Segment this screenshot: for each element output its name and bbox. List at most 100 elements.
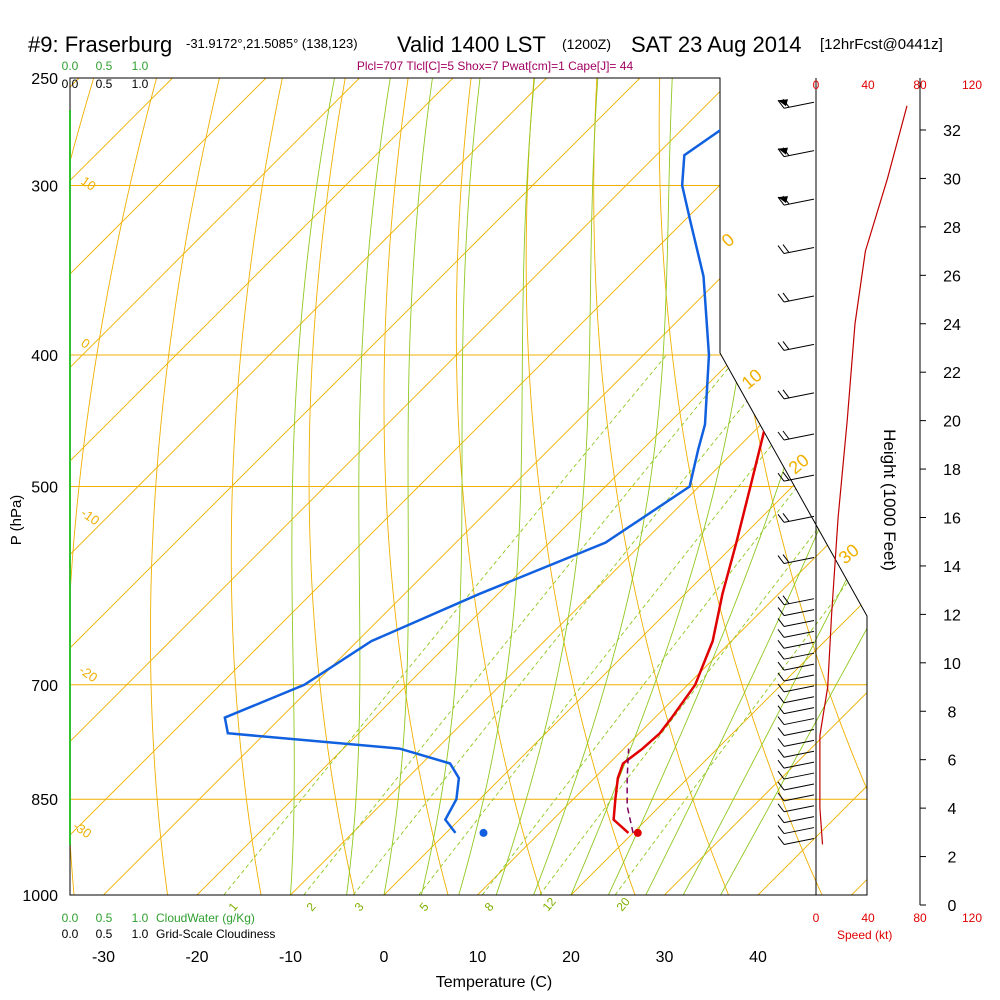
mixing-ratio-label: 20 xyxy=(614,894,634,913)
dry-adiabat-label: -30 xyxy=(70,818,94,841)
moist-adiabat-line xyxy=(420,78,481,895)
wind-barb-staff xyxy=(783,630,815,638)
dry-adiabat-line xyxy=(658,78,823,895)
mixing-ratio-line xyxy=(303,354,740,895)
wind-barb xyxy=(777,716,815,726)
speed-axis-title: Speed (kt) xyxy=(837,928,892,942)
dry-adiabat-label: -20 xyxy=(76,662,100,685)
wind-barb xyxy=(777,814,815,824)
dry-adiabat-line xyxy=(911,78,1000,895)
dry-adiabat-label: 10 xyxy=(78,173,98,194)
wind-barb-staff xyxy=(783,728,815,736)
wind-barb-flag xyxy=(777,792,785,802)
wind-barb xyxy=(777,607,815,617)
wind-barb-staff xyxy=(783,707,815,715)
sounding-series xyxy=(223,111,836,837)
wind-barb xyxy=(777,650,815,660)
valid-date: SAT 23 Aug 2014 xyxy=(631,32,801,57)
wind-barb xyxy=(777,770,815,780)
moist-adiabat-line xyxy=(645,78,867,895)
wind-barb-flag xyxy=(782,513,790,522)
isotherm-line xyxy=(70,78,360,895)
pressure-tick-label: 700 xyxy=(31,678,58,695)
wind-barb xyxy=(777,513,815,523)
pressure-tick-label: 250 xyxy=(31,71,58,88)
wind-barb xyxy=(777,595,815,606)
wind-barb-flag xyxy=(782,244,790,253)
height-tick-label: 8 xyxy=(948,704,957,721)
bottom-cloudiness-tick: 0.5 xyxy=(96,927,113,941)
wind-barb-flag xyxy=(777,99,785,109)
isotherm-line xyxy=(477,78,867,895)
speed-tick-bottom: 40 xyxy=(861,911,875,925)
bottom-cloudwater-tick: 1.0 xyxy=(132,911,149,925)
bottom-cloudiness-tick: 0.0 xyxy=(62,927,79,941)
x-axis-title: Temperature (C) xyxy=(436,974,552,991)
wind-barb xyxy=(777,694,815,704)
pressure-tick-label: 500 xyxy=(31,480,58,497)
wind-barb-staff xyxy=(783,794,815,802)
wind-barb xyxy=(777,661,815,671)
mixing-ratio-label: 2 xyxy=(304,900,319,914)
wind-barb-flag xyxy=(777,661,785,671)
zulu-time: (1200Z) xyxy=(562,36,611,52)
isotherm-line xyxy=(383,78,867,895)
wind-barb xyxy=(777,738,815,747)
wind-barb xyxy=(777,781,815,791)
wind-barb-flag xyxy=(777,629,785,638)
wind-barb-flag xyxy=(777,342,785,351)
wind-barb-flag xyxy=(777,607,785,616)
height-tick-label: 26 xyxy=(943,268,961,285)
mixing-ratio-line xyxy=(481,354,867,895)
wind-barb xyxy=(777,389,815,400)
height-tick-label: 2 xyxy=(948,850,957,867)
bottom-cloudwater-tick: 0.5 xyxy=(96,911,113,925)
wind-barb-flag xyxy=(777,514,785,523)
wind-barb-flag xyxy=(777,694,785,704)
dry-adiabat-line xyxy=(974,78,1000,895)
wind-barb-flag xyxy=(777,836,785,845)
temperature-tick-label: 10 xyxy=(469,949,487,966)
wind-barb-flag xyxy=(782,554,790,563)
temperature-tick-label: 20 xyxy=(562,949,580,966)
wind-barb-flag xyxy=(777,650,785,660)
bottom-cloudiness-tick: 1.0 xyxy=(132,927,149,941)
wind-barb-flag xyxy=(777,716,785,725)
wind-barb-flag xyxy=(777,727,785,736)
wind-barb xyxy=(777,683,815,693)
station-coords: -31.9172°,21.5085° (138,123) xyxy=(186,36,358,51)
wind-barb-flag xyxy=(782,595,790,604)
wind-barb xyxy=(777,292,815,303)
moist-adiabat-label: 20 xyxy=(785,450,813,478)
isotherm-line xyxy=(103,78,867,895)
wind-barb-flag xyxy=(777,431,785,441)
wind-barb-staff xyxy=(783,827,815,835)
wind-barb-flag xyxy=(782,292,790,302)
temperature-tick-label: -10 xyxy=(279,949,302,966)
forecast-label: [12hrFcst@0441z] xyxy=(820,36,943,53)
wind-barb xyxy=(777,195,815,206)
valid-time: Valid 1400 LST xyxy=(397,32,546,57)
pressure-tick-label: 400 xyxy=(31,348,58,365)
wind-barb xyxy=(777,244,815,255)
wind-barb xyxy=(777,672,815,682)
moist-adiabat-line xyxy=(533,78,673,895)
top-cloudiness-tick: 0.5 xyxy=(96,77,113,91)
wind-barb-staff xyxy=(783,663,815,671)
pressure-tick-label: 850 xyxy=(31,792,58,809)
moist-adiabat-line xyxy=(383,78,433,895)
wind-barb xyxy=(777,759,815,769)
wind-barb-staff xyxy=(783,652,815,660)
moist-adiabat-line xyxy=(346,78,391,895)
wind-barb-pennant xyxy=(778,147,788,155)
top-cloudwater-tick: 0.5 xyxy=(96,59,113,73)
height-tick-label: 10 xyxy=(943,656,961,673)
speed-tick-top: 0 xyxy=(813,78,820,92)
cloudiness-label: Grid-Scale Cloudiness xyxy=(156,927,275,941)
wind-barb-flag xyxy=(777,196,785,206)
wind-barb xyxy=(777,341,815,351)
wind-barb-flag xyxy=(777,618,785,627)
wind-barb xyxy=(777,836,815,845)
mixing-ratio-label: 5 xyxy=(417,900,432,914)
temperature-tick-label: -20 xyxy=(185,949,208,966)
